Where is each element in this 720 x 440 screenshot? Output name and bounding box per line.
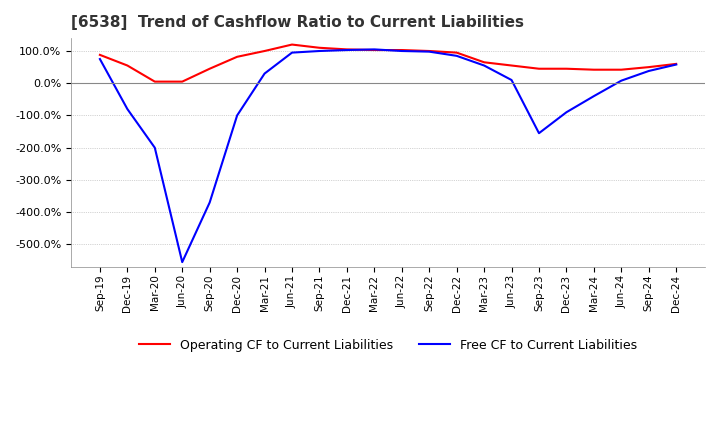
- Free CF to Current Liabilities: [343, 48, 351, 53]
- Free CF to Current Liabilities: [96, 56, 104, 62]
- Free CF to Current Liabilities: [562, 110, 571, 115]
- Operating CF to Current Liabilities: [480, 60, 488, 65]
- Operating CF to Current Liabilities: [590, 67, 598, 72]
- Free CF to Current Liabilities: [205, 200, 214, 205]
- Text: [6538]  Trend of Cashflow Ratio to Current Liabilities: [6538] Trend of Cashflow Ratio to Curren…: [71, 15, 524, 30]
- Free CF to Current Liabilities: [150, 145, 159, 150]
- Free CF to Current Liabilities: [178, 260, 186, 265]
- Free CF to Current Liabilities: [644, 68, 653, 73]
- Free CF to Current Liabilities: [233, 113, 241, 118]
- Free CF to Current Liabilities: [397, 48, 406, 54]
- Operating CF to Current Liabilities: [370, 48, 379, 53]
- Free CF to Current Liabilities: [315, 48, 324, 54]
- Operating CF to Current Liabilities: [178, 79, 186, 84]
- Operating CF to Current Liabilities: [425, 48, 433, 54]
- Operating CF to Current Liabilities: [644, 65, 653, 70]
- Operating CF to Current Liabilities: [507, 63, 516, 68]
- Operating CF to Current Liabilities: [123, 63, 132, 68]
- Legend: Operating CF to Current Liabilities, Free CF to Current Liabilities: Operating CF to Current Liabilities, Fre…: [134, 334, 642, 357]
- Free CF to Current Liabilities: [288, 50, 297, 55]
- Operating CF to Current Liabilities: [205, 66, 214, 71]
- Operating CF to Current Liabilities: [535, 66, 544, 71]
- Free CF to Current Liabilities: [370, 47, 379, 52]
- Operating CF to Current Liabilities: [315, 45, 324, 51]
- Operating CF to Current Liabilities: [233, 54, 241, 59]
- Free CF to Current Liabilities: [260, 71, 269, 76]
- Line: Free CF to Current Liabilities: Free CF to Current Liabilities: [100, 49, 676, 262]
- Operating CF to Current Liabilities: [397, 48, 406, 53]
- Operating CF to Current Liabilities: [672, 61, 680, 66]
- Operating CF to Current Liabilities: [260, 48, 269, 54]
- Operating CF to Current Liabilities: [343, 47, 351, 52]
- Free CF to Current Liabilities: [480, 63, 488, 68]
- Free CF to Current Liabilities: [590, 93, 598, 99]
- Operating CF to Current Liabilities: [562, 66, 571, 71]
- Free CF to Current Liabilities: [452, 53, 461, 59]
- Line: Operating CF to Current Liabilities: Operating CF to Current Liabilities: [100, 44, 676, 82]
- Free CF to Current Liabilities: [617, 78, 626, 83]
- Operating CF to Current Liabilities: [617, 67, 626, 72]
- Free CF to Current Liabilities: [672, 62, 680, 67]
- Operating CF to Current Liabilities: [452, 50, 461, 55]
- Operating CF to Current Liabilities: [96, 52, 104, 58]
- Operating CF to Current Liabilities: [288, 42, 297, 47]
- Free CF to Current Liabilities: [425, 49, 433, 54]
- Operating CF to Current Liabilities: [150, 79, 159, 84]
- Free CF to Current Liabilities: [123, 106, 132, 112]
- Free CF to Current Liabilities: [507, 77, 516, 83]
- Free CF to Current Liabilities: [535, 131, 544, 136]
